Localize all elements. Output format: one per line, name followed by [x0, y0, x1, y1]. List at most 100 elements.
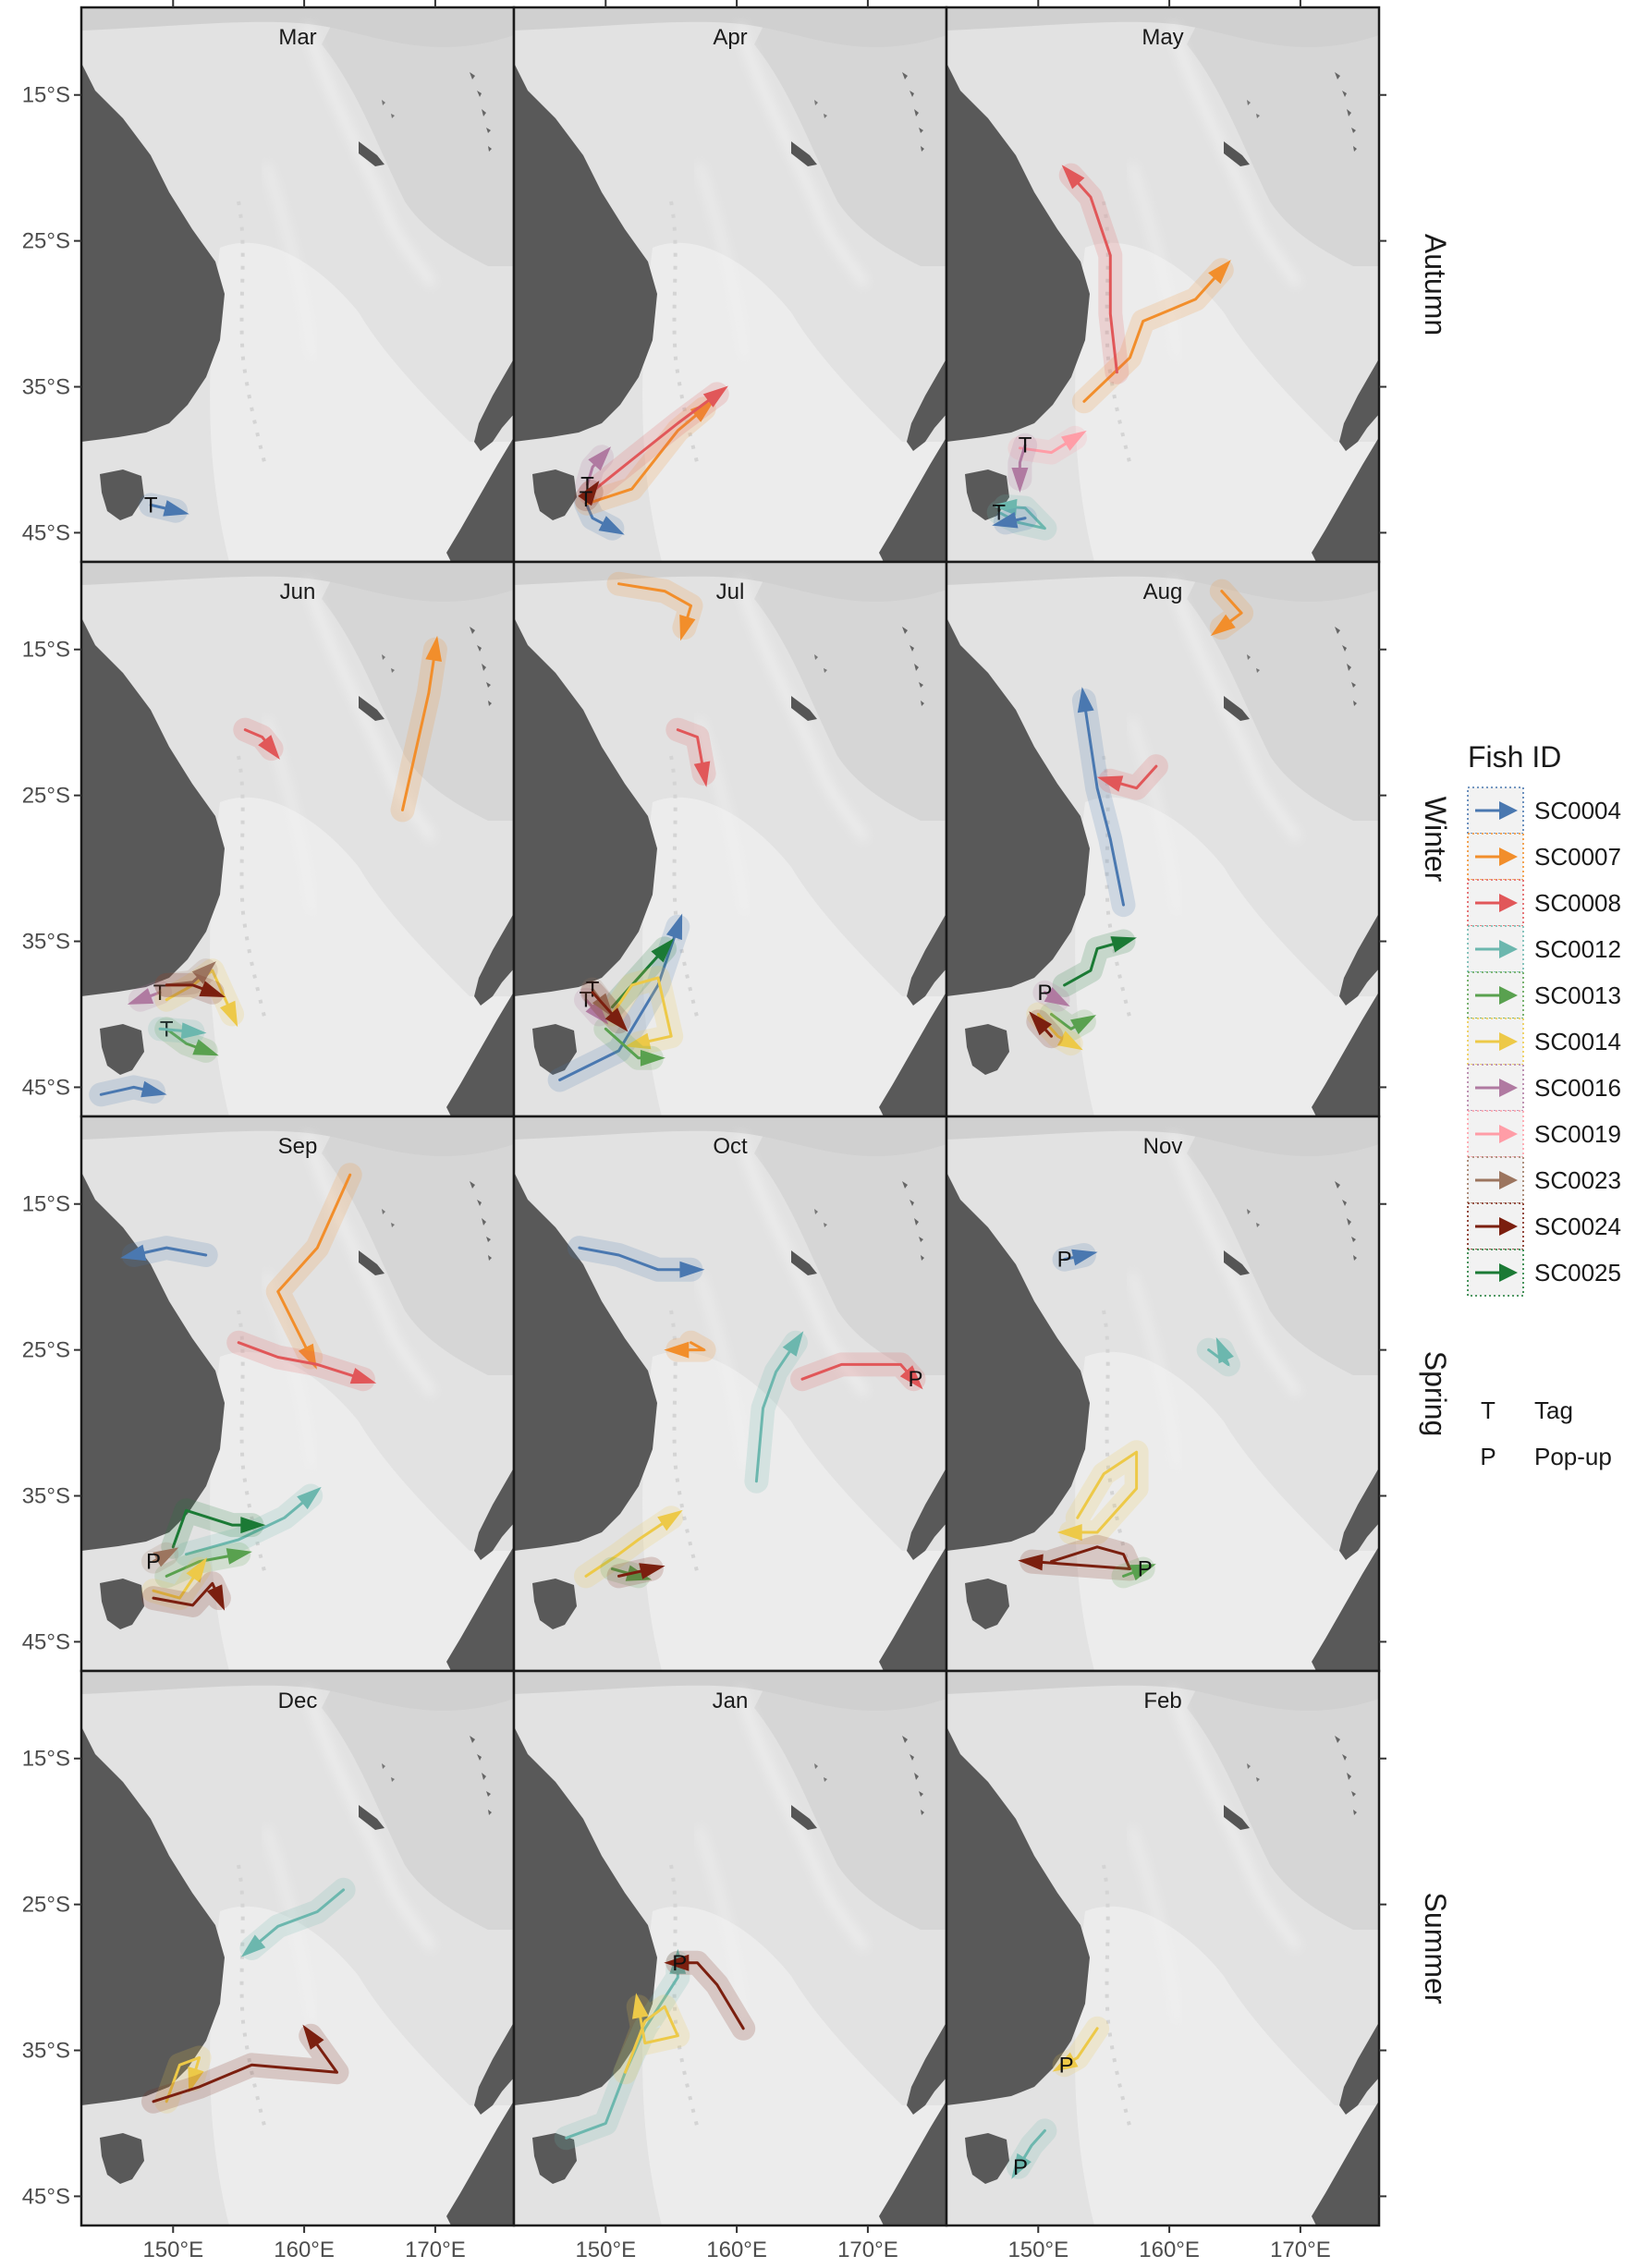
- track-line-sc0025: [610, 946, 666, 1009]
- tag-marker: T: [580, 988, 593, 1013]
- track-arrowhead-sc0012: [1215, 1336, 1234, 1364]
- track-line-sc0014: [1069, 1450, 1139, 1534]
- panel-aug: Aug P: [945, 560, 1381, 1118]
- track-arrowhead-sc0024: [206, 1584, 226, 1611]
- legend-tag-symbol: T: [1481, 1396, 1496, 1424]
- popup-marker: P: [1037, 981, 1052, 1006]
- track-line-sc0012: [185, 1494, 312, 1556]
- track-arrowhead-sc0024: [1018, 1554, 1044, 1571]
- basemap-bathymetry: [514, 562, 946, 1116]
- legend-label: SC0024: [1534, 1213, 1621, 1240]
- panel-oct: Oct P: [512, 1115, 948, 1673]
- y-tick-label: 25°S: [22, 1338, 70, 1363]
- track-arrowhead-sc0012: [1011, 2152, 1032, 2179]
- panel-title-dec: Dec: [278, 1689, 318, 1713]
- legend-key-arrow-icon: [1499, 940, 1518, 958]
- legend-item-sc0023: SC0023: [1467, 1156, 1621, 1204]
- legend-label: SC0023: [1534, 1166, 1621, 1194]
- track-line-sc0014: [152, 1567, 201, 1600]
- track-line-sc0024: [152, 2034, 338, 2103]
- track-arrowhead-sc0014: [1052, 2052, 1079, 2072]
- track-arrowhead-sc0004: [992, 512, 1019, 529]
- x-tick-label: 170°E: [405, 2238, 466, 2262]
- tag-marker: T: [992, 500, 1006, 525]
- track-arrowhead-sc0007: [664, 1341, 690, 1359]
- legend-label: SC0025: [1534, 1259, 1621, 1286]
- panel-dec: Dec: [79, 1669, 516, 2227]
- popup-marker: P: [1138, 1556, 1153, 1581]
- panel-mar: Mar T: [79, 6, 516, 564]
- track-arrowhead-sc0013: [192, 1039, 219, 1056]
- y-tick-label: 25°S: [22, 1893, 70, 1918]
- basemap-bathymetry: [81, 562, 514, 1116]
- track-arrowhead-sc0019: [1061, 430, 1087, 451]
- track-line-sc0014: [624, 2005, 679, 2074]
- legend-key-arrow-icon: [1499, 801, 1518, 820]
- panel-title-sep: Sep: [278, 1134, 318, 1159]
- x-tick-label: 160°E: [706, 2238, 767, 2262]
- track-line-sc0014: [610, 976, 673, 1045]
- panel-title-aug: Aug: [1143, 579, 1183, 604]
- legend-item-sc0013: SC0013: [1467, 971, 1621, 1019]
- basemap-bathymetry: [514, 1116, 946, 1671]
- track-arrowhead-sc0012: [240, 1934, 266, 1957]
- legend-key-arrow-icon: [1499, 1171, 1518, 1189]
- track-arrowhead-sc0016: [585, 1000, 609, 1025]
- legend-item-sc0012: SC0012: [1467, 925, 1621, 973]
- y-tick-label: 25°S: [22, 229, 70, 254]
- track-arrowhead-sc0025: [240, 1517, 266, 1534]
- legend-item-sc0025: SC0025: [1467, 1249, 1621, 1297]
- legend-label: SC0014: [1534, 1028, 1621, 1055]
- track-line-sc0004: [132, 1246, 208, 1257]
- track-arrowhead-sc0008: [1061, 165, 1085, 189]
- x-tick-label: 160°E: [274, 2238, 335, 2262]
- track-arrowhead-sc0004: [665, 913, 683, 940]
- x-tick-label: 150°E: [575, 2238, 636, 2262]
- legend-tag-label: Tag: [1534, 1396, 1573, 1424]
- legend-key-arrow-icon: [1499, 894, 1518, 912]
- y-tick-label: 15°S: [22, 83, 70, 108]
- track-arrowhead-sc0004: [140, 1080, 167, 1098]
- tag-marker: T: [153, 981, 167, 1006]
- track-arrowhead-sc0004: [1071, 1249, 1098, 1266]
- y-tick-label: 35°S: [22, 930, 70, 955]
- basemap-bathymetry: [946, 1671, 1379, 2225]
- track-arrowhead-sc0024: [639, 1563, 665, 1579]
- track-arrowhead-sc0008: [1096, 775, 1124, 792]
- tag-marker: T: [580, 487, 593, 512]
- track-arrowhead-sc0013: [1129, 1564, 1156, 1581]
- track-arrowhead-sc0007: [1210, 614, 1236, 636]
- legend-key-arrow-icon: [1499, 1079, 1518, 1097]
- track-line-sc0025: [1063, 940, 1125, 987]
- popup-marker: P: [1057, 1248, 1072, 1273]
- legend-label: SC0007: [1534, 843, 1621, 871]
- x-tick-label: 150°E: [142, 2238, 203, 2262]
- track-line-sc0004: [578, 1246, 692, 1272]
- track-arrowhead-sc0012: [991, 498, 1018, 516]
- y-tick-label: 45°S: [22, 1075, 70, 1100]
- legend-key-arrow-icon: [1499, 1125, 1518, 1143]
- season-label-spring: Spring: [1419, 1351, 1452, 1437]
- track-arrowhead-sc0016: [127, 988, 154, 1005]
- basemap-bathymetry: [81, 7, 514, 562]
- track-arrowhead-sc0023: [153, 1547, 179, 1567]
- track-arrowhead-sc0016: [1044, 987, 1070, 1006]
- track-line-sc0007: [617, 582, 692, 629]
- legend-item-sc0007: SC0007: [1467, 833, 1621, 881]
- track-line-sc0014: [165, 2055, 201, 2103]
- track-arrowhead-sc0013: [1070, 1015, 1096, 1035]
- track-line-sc0024: [1030, 1545, 1131, 1570]
- track-arrowhead-sc0013: [226, 1548, 252, 1565]
- panel-title-oct: Oct: [713, 1134, 748, 1159]
- track-arrowhead-sc0008: [349, 1368, 377, 1384]
- popup-marker: P: [1059, 2053, 1074, 2078]
- legend-key-arrow-icon: [1499, 986, 1518, 1005]
- basemap-bathymetry: [946, 1116, 1379, 1671]
- y-tick-label: 45°S: [22, 520, 70, 545]
- track-line-sc0007: [585, 407, 706, 506]
- legend-key-arrow-icon: [1499, 1263, 1518, 1282]
- panel-jan: Jan P: [512, 1669, 948, 2227]
- track-arrowhead-sc0007: [690, 399, 715, 422]
- y-tick-label: 15°S: [22, 638, 70, 663]
- track-arrowhead-sc0014: [632, 1993, 649, 2019]
